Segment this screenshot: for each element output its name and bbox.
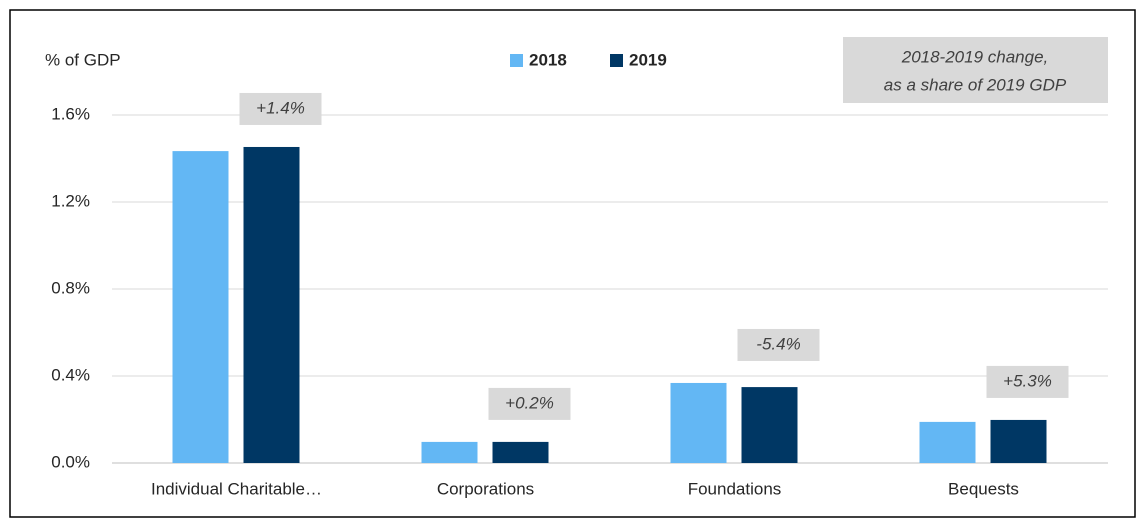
change-label: +5.3% <box>1003 371 1052 390</box>
change-label: +1.4% <box>256 98 305 117</box>
x-tick-label: Corporations <box>437 479 534 498</box>
x-tick-label: Bequests <box>948 479 1019 498</box>
chart-border <box>9 9 1136 518</box>
bar <box>741 387 798 463</box>
bar <box>670 382 727 463</box>
change-label-box <box>488 387 571 420</box>
change-label: +0.2% <box>505 393 554 412</box>
legend-label: 2019 <box>629 50 667 69</box>
change-label-box <box>737 328 820 361</box>
bar <box>919 421 976 463</box>
bar <box>243 146 300 463</box>
legend-swatch <box>610 54 623 67</box>
note-box <box>843 37 1108 103</box>
y-tick-label: 0.8% <box>51 278 90 297</box>
bar <box>421 441 478 463</box>
x-tick-label: Foundations <box>688 479 782 498</box>
y-tick-label: 0.4% <box>51 365 90 384</box>
x-tick-label: Individual Charitable… <box>151 479 322 498</box>
y-axis-label: % of GDP <box>45 50 121 69</box>
change-label-box <box>239 92 322 125</box>
y-tick-label: 1.2% <box>51 191 90 210</box>
bar <box>172 151 229 464</box>
note-line: 2018-2019 change, <box>901 47 1049 66</box>
change-label: -5.4% <box>756 334 800 353</box>
note-line: as a share of 2019 GDP <box>884 75 1067 94</box>
legend-swatch <box>510 54 523 67</box>
y-tick-label: 1.6% <box>51 104 90 123</box>
change-label-box <box>986 365 1069 398</box>
legend-label: 2018 <box>529 50 567 69</box>
y-tick-label: 0.0% <box>51 452 90 471</box>
bar <box>990 419 1047 463</box>
bar <box>492 441 549 463</box>
